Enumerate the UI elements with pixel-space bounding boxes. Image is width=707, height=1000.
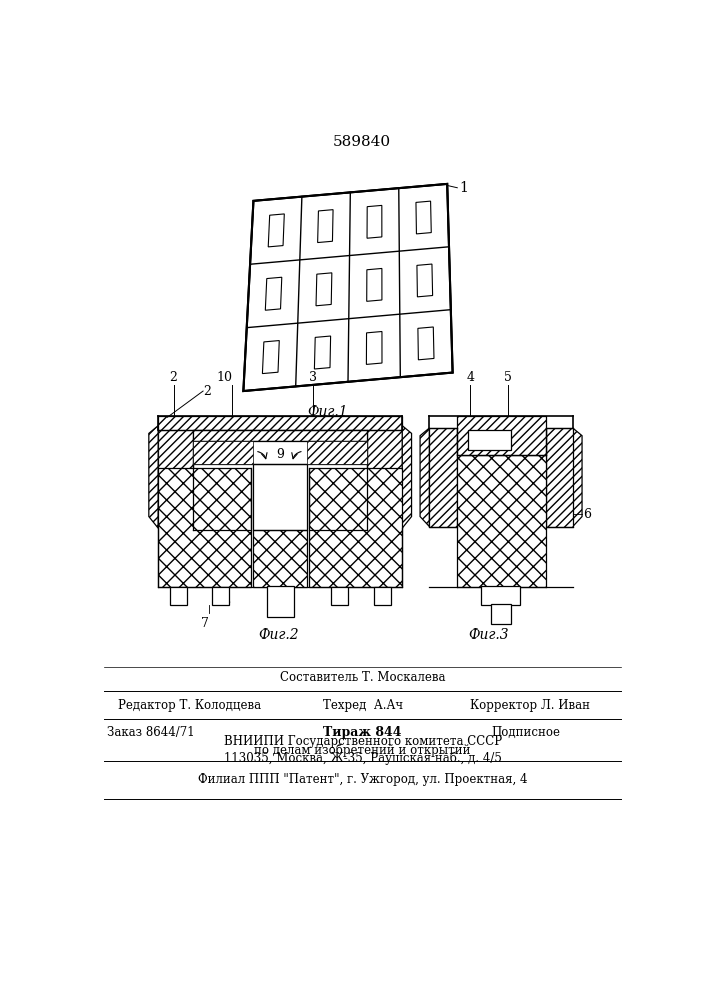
Text: Редактор Т. Колодцева: Редактор Т. Колодцева	[117, 699, 261, 712]
Polygon shape	[416, 201, 431, 234]
Polygon shape	[262, 341, 279, 374]
Text: Корректор Л. Иван: Корректор Л. Иван	[470, 699, 590, 712]
Polygon shape	[265, 277, 282, 310]
Bar	[253, 530, 307, 587]
Text: 8: 8	[222, 595, 230, 608]
Text: Тираж 844: Тираж 844	[324, 726, 402, 739]
Text: Подписное: Подписное	[492, 726, 561, 739]
Bar	[158, 426, 193, 528]
Bar	[158, 468, 251, 587]
Text: 589840: 589840	[333, 135, 391, 149]
Text: 6: 6	[583, 508, 591, 521]
Polygon shape	[268, 214, 284, 247]
Bar	[373, 587, 391, 605]
Bar	[481, 586, 520, 605]
Text: Филиал ППП "Патент", г. Ужгород, ул. Проектная, 4: Филиал ППП "Патент", г. Ужгород, ул. Про…	[198, 773, 527, 786]
Polygon shape	[367, 205, 382, 238]
Bar	[331, 587, 348, 605]
Bar	[546, 428, 573, 527]
Bar	[309, 468, 402, 587]
Bar	[158, 416, 402, 430]
Text: 3: 3	[309, 371, 317, 384]
Polygon shape	[316, 273, 332, 306]
Bar	[457, 416, 546, 455]
Bar	[429, 428, 457, 527]
Text: 10: 10	[216, 371, 232, 384]
Bar	[267, 586, 293, 617]
Bar	[457, 455, 546, 587]
Polygon shape	[367, 268, 382, 301]
Text: 2: 2	[170, 371, 177, 384]
Polygon shape	[417, 264, 433, 297]
Text: 7: 7	[201, 617, 209, 630]
Text: Составитель Т. Москалева: Составитель Т. Москалева	[280, 671, 445, 684]
Text: Фиг.3: Фиг.3	[469, 628, 509, 642]
Bar	[158, 468, 251, 587]
Text: 113035, Москва, Ж-35, Раушская наб., д. 4/5: 113035, Москва, Ж-35, Раушская наб., д. …	[224, 752, 502, 765]
Text: 9: 9	[276, 448, 284, 461]
Polygon shape	[418, 327, 434, 360]
Bar	[170, 587, 187, 605]
Bar	[491, 604, 510, 624]
Text: 2: 2	[203, 385, 211, 398]
Bar	[193, 441, 368, 464]
Text: ВНИИПИ Государственного комитета СССР: ВНИИПИ Государственного комитета СССР	[223, 735, 502, 748]
Polygon shape	[315, 336, 331, 369]
Polygon shape	[243, 184, 452, 391]
Bar	[212, 587, 230, 605]
Text: Фиг.1: Фиг.1	[307, 405, 347, 419]
Text: Техред  А.Ач: Техред А.Ач	[322, 699, 403, 712]
Bar	[307, 441, 368, 464]
Bar	[468, 430, 510, 450]
Polygon shape	[149, 426, 158, 528]
Bar	[253, 530, 307, 587]
Polygon shape	[366, 332, 382, 364]
Polygon shape	[573, 428, 582, 527]
Bar	[193, 430, 368, 441]
Polygon shape	[420, 428, 429, 527]
Text: по делам изобретений и открытий: по делам изобретений и открытий	[255, 743, 471, 757]
Bar	[309, 468, 402, 587]
Polygon shape	[317, 210, 333, 243]
Text: 1: 1	[459, 181, 468, 195]
Text: Заказ 8644/71: Заказ 8644/71	[107, 726, 194, 739]
Text: 4: 4	[467, 371, 474, 384]
Bar	[253, 464, 307, 530]
Polygon shape	[402, 426, 411, 528]
Bar	[368, 426, 402, 528]
Bar	[457, 455, 546, 587]
Bar	[193, 441, 253, 464]
Text: Фиг.2: Фиг.2	[258, 628, 298, 642]
Text: 5: 5	[505, 371, 513, 384]
